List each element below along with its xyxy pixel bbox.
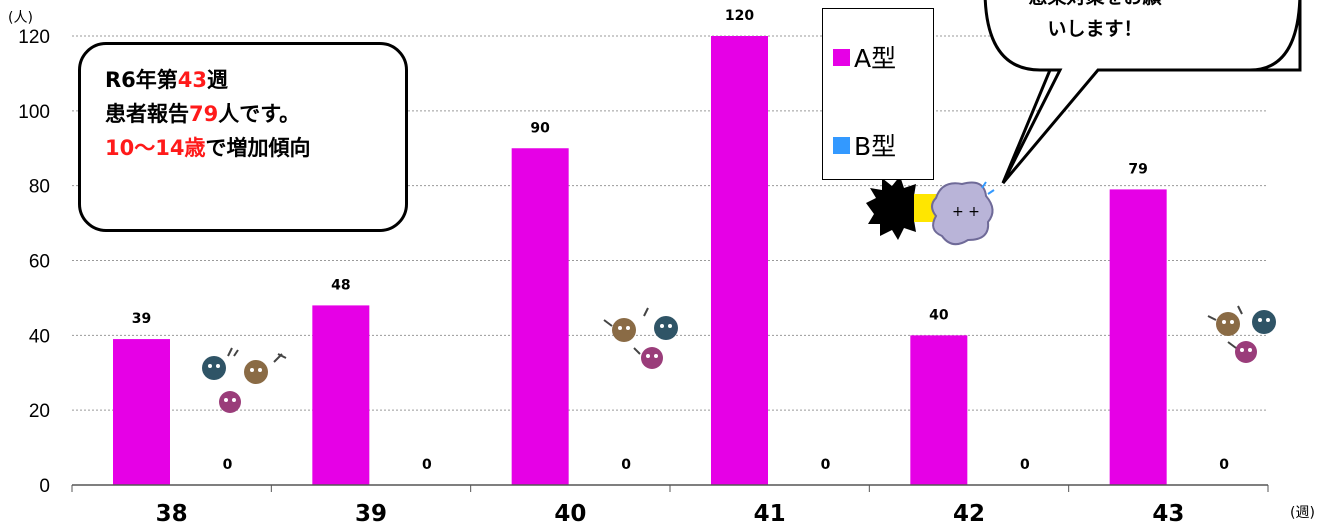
y-tick-label: 20 (29, 401, 50, 422)
legend-swatch-a (833, 48, 850, 66)
x-tick-label: 41 (754, 501, 786, 527)
data-label-b: 0 (621, 457, 631, 473)
x-tick-label: 43 (1152, 501, 1184, 527)
x-tick-label: 39 (355, 501, 387, 527)
legend-item-b: B型 (833, 127, 896, 163)
data-label-a: 40 (929, 307, 949, 323)
legend: A型 B型 (822, 8, 934, 180)
data-label-a: 120 (725, 8, 754, 24)
y-tick-label: 0 (39, 476, 50, 497)
summary-note: R6年第43週 患者報告79人です。 10～14歳で増加傾向 (78, 42, 408, 232)
x-tick-label: 40 (554, 501, 586, 527)
legend-label-b: B型 (854, 132, 897, 161)
germ-cluster-icon (1207, 305, 1276, 363)
legend-item-a: A型 (833, 39, 896, 75)
x-unit-label: (週) (1290, 505, 1315, 521)
virus-attack-icon: + + (866, 176, 995, 246)
data-label-b: 0 (821, 457, 831, 473)
bubble-line-2: いします！ (1047, 18, 1143, 40)
data-label-b: 0 (223, 457, 233, 473)
y-tick-label: 40 (29, 326, 50, 347)
bar-a (113, 339, 170, 485)
data-label-a: 48 (331, 277, 350, 293)
y-tick-label: 80 (29, 177, 50, 198)
data-label-b: 0 (422, 457, 432, 473)
note-line-3: 10～14歳で増加傾向 (105, 136, 311, 160)
legend-swatch-b (833, 136, 850, 154)
bar-a (511, 148, 569, 485)
bar-a (711, 36, 768, 485)
y-tick-label: 60 (29, 252, 50, 273)
y-tick-label: 100 (18, 102, 50, 123)
germ-cluster-icon (202, 347, 287, 413)
x-tick-label: 38 (156, 501, 188, 527)
legend-label-a: A型 (854, 44, 897, 73)
data-label-b: 0 (1219, 457, 1229, 473)
y-unit-label: (人) (8, 10, 33, 26)
bar-a (1109, 189, 1167, 486)
bubble-line-1: 感染対策をお願 (990, 0, 1200, 10)
germ-cluster-icon (603, 307, 678, 369)
bar-a (910, 335, 968, 485)
note-line-2: 患者報告79人です。 (105, 102, 301, 126)
svg-text:+ +: + + (952, 204, 980, 220)
data-label-a: 90 (530, 120, 550, 136)
speech-bubble-body (983, 0, 1302, 184)
data-label-b: 0 (1020, 457, 1030, 473)
data-label-a: 39 (132, 311, 151, 327)
bar-a (312, 305, 370, 485)
x-tick-label: 42 (953, 501, 985, 527)
data-label-a: 79 (1128, 161, 1147, 177)
note-line-1: R6年第43週 (105, 68, 229, 92)
y-tick-label: 120 (18, 27, 50, 48)
